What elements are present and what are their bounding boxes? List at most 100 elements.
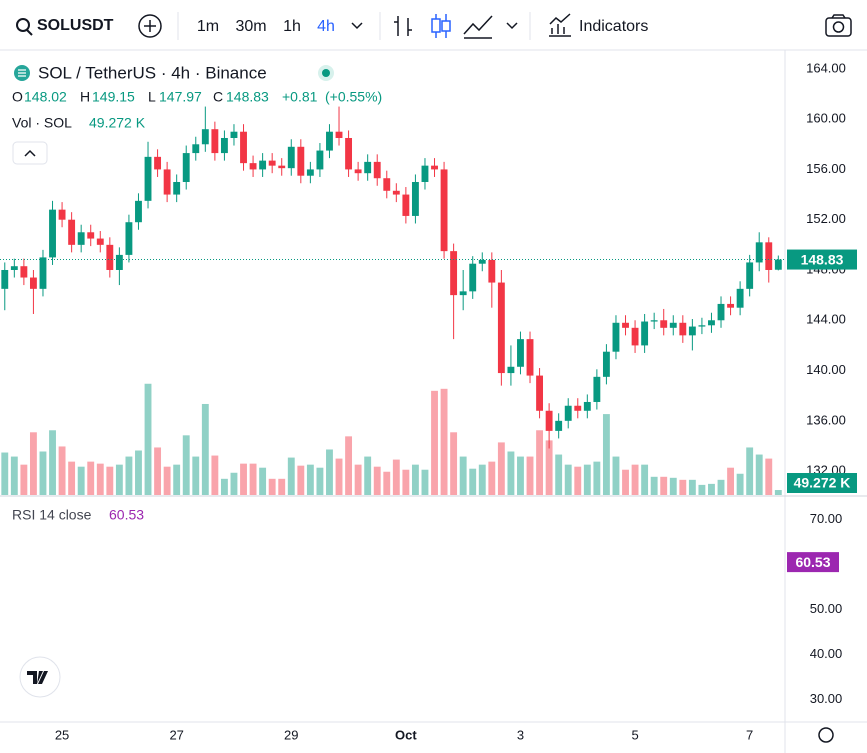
add-symbol[interactable] [138, 14, 162, 38]
collapse-arrow [24, 149, 36, 157]
symbol[interactable]: SOLUSDT [37, 17, 114, 34]
candle-body [49, 209, 56, 258]
candle-body [345, 137, 353, 170]
y-tick-label: 30.00 [810, 691, 843, 706]
volume-bar [469, 468, 477, 495]
volume-bar [211, 455, 219, 495]
candle-body [402, 194, 410, 216]
volume-bar [688, 479, 696, 495]
volume-bar [708, 483, 715, 495]
candle-body [488, 259, 496, 283]
volume-bar [669, 477, 677, 495]
candle-body [717, 303, 725, 321]
interval-button[interactable]: 1h [283, 18, 301, 35]
interval-menu[interactable] [351, 22, 363, 30]
indicators-button[interactable]: Indicators [579, 18, 648, 35]
indicators-icon[interactable] [549, 13, 571, 37]
candle-body [68, 219, 76, 245]
volume-badge-label: 49.272 K [794, 475, 851, 491]
style-menu[interactable] [506, 22, 518, 30]
volume-bar [268, 478, 276, 495]
interval-button[interactable]: 4h [317, 18, 335, 35]
candle-body [507, 366, 515, 374]
candle-body [306, 169, 314, 176]
volume-title: Vol · SOL [12, 115, 72, 131]
candle-body [1, 269, 9, 289]
search-icon-handle [26, 29, 33, 36]
y-tick-label: 156.00 [806, 161, 846, 176]
candle-body [765, 242, 773, 270]
candle-body [450, 251, 458, 296]
candle-body [77, 232, 85, 245]
area-style-icon[interactable] [463, 15, 493, 39]
interval-button[interactable]: 30m [235, 18, 266, 35]
candle-body [39, 257, 47, 289]
y-tick-label: 136.00 [806, 412, 846, 427]
volume-bar [49, 430, 56, 495]
volume-bar [287, 457, 295, 495]
candle-body [268, 160, 276, 166]
candle-body [249, 163, 257, 170]
candle-body [278, 165, 286, 169]
bar-style-icon[interactable] [394, 16, 412, 36]
volume-bar [622, 469, 629, 495]
collapse-legend[interactable] [12, 141, 48, 165]
volume-bar [564, 464, 572, 495]
rsi-badge [787, 552, 839, 573]
candle-body [106, 244, 114, 270]
volume-bar [154, 447, 162, 495]
candle-body [755, 242, 763, 263]
volume-bar [488, 461, 496, 495]
candle-style-icon[interactable] [431, 14, 451, 38]
candle-body [469, 263, 477, 292]
screenshot-icon[interactable] [825, 14, 852, 37]
candle-body [411, 181, 419, 216]
candle-body [144, 156, 152, 201]
volume-bar [230, 472, 238, 495]
volume-bar [29, 432, 37, 495]
x-tick-label: 27 [169, 727, 183, 742]
candle-body [727, 303, 735, 308]
candle-body [622, 322, 629, 328]
volume-bar [774, 490, 782, 495]
y-tick-label: 50.00 [810, 601, 843, 616]
volume-bar [421, 469, 429, 495]
candle-body [154, 156, 162, 170]
candle-body [135, 200, 142, 223]
volume-bar [650, 476, 658, 495]
y-tick-label: 164.00 [806, 60, 846, 75]
volume-bar [526, 456, 534, 495]
settings-icon[interactable] [818, 727, 834, 743]
volume-bar [746, 447, 754, 495]
axes: 1m30m1h4h164.00160.00156.00152.00148.001… [0, 18, 857, 742]
legend-letter: O [12, 89, 23, 105]
candle-body [478, 259, 486, 264]
volume-bar [249, 463, 257, 495]
candle-body [20, 266, 28, 278]
candle-body [679, 322, 687, 336]
volume-bar [345, 436, 353, 495]
candle-body [536, 375, 544, 411]
candle-body [354, 169, 362, 174]
candle-body [297, 146, 305, 176]
volume-bar [39, 451, 47, 495]
series-title: SOL / TetherUS · 4h · Binance [38, 63, 267, 82]
volume-bar [20, 464, 28, 495]
volume-bar [583, 464, 591, 495]
candle-body [240, 131, 247, 164]
candle-body [392, 190, 400, 195]
symbol-logo-mark [18, 69, 26, 77]
volume-legend-value: 49.272 K [89, 115, 146, 131]
candle-body [698, 325, 706, 327]
volume-bar [698, 484, 706, 495]
legend-open: 148.02 [24, 89, 67, 105]
candle-body [335, 131, 343, 138]
search-icon[interactable] [16, 18, 30, 32]
volume-bar [507, 451, 515, 495]
candle-body [316, 150, 324, 170]
volume-bar [631, 464, 639, 495]
candle-body [746, 262, 754, 289]
interval-button[interactable]: 1m [197, 18, 219, 35]
volume-bar [373, 466, 381, 495]
